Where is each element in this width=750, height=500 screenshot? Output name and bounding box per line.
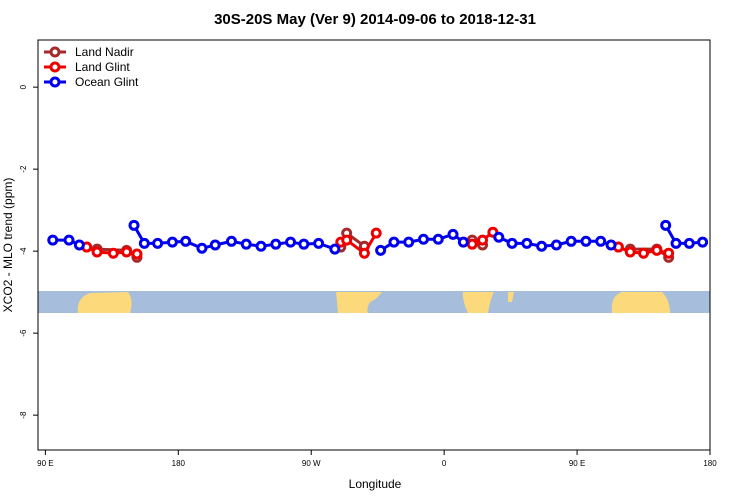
data-point	[388, 236, 400, 248]
x-tick-label: 0	[442, 459, 447, 468]
data-point	[565, 235, 577, 247]
data-point	[417, 233, 429, 245]
data-point	[240, 238, 252, 250]
data-point	[506, 237, 518, 249]
x-tick-label: 90 W	[302, 459, 321, 468]
data-point	[209, 239, 221, 251]
data-point	[670, 237, 682, 249]
data-point	[73, 239, 85, 251]
data-point	[457, 236, 469, 248]
x-axis-label: Longitude	[349, 477, 402, 491]
data-point	[131, 248, 143, 260]
data-point	[521, 237, 533, 249]
data-point	[270, 238, 282, 250]
x-tick-label: 90 E	[569, 459, 585, 468]
data-point	[313, 237, 325, 249]
plot-frame	[37, 39, 711, 451]
data-point	[447, 228, 459, 240]
data-point	[107, 247, 119, 259]
data-point	[624, 246, 636, 258]
data-point	[697, 236, 709, 248]
data-point	[595, 235, 607, 247]
y-tick-label: -4	[19, 247, 28, 255]
y-tick-label: -8	[19, 411, 28, 419]
data-point	[605, 239, 617, 251]
data-point	[432, 233, 444, 245]
legend-marker	[49, 46, 61, 58]
x-tick-label: 180	[172, 459, 186, 468]
data-point	[536, 240, 548, 252]
data-point	[638, 247, 650, 259]
legend-marker	[49, 76, 61, 88]
data-point	[47, 234, 59, 246]
data-point	[375, 244, 387, 256]
data-point	[493, 231, 505, 243]
data-point	[358, 247, 370, 259]
data-point	[403, 236, 415, 248]
data-point	[580, 235, 592, 247]
y-tick-label: -2	[19, 165, 28, 173]
data-point	[128, 219, 140, 231]
x-tick-label: 180	[703, 459, 717, 468]
data-point	[477, 234, 489, 246]
chart-title: 30S-20S May (Ver 9) 2014-09-06 to 2018-1…	[214, 11, 536, 28]
data-point	[138, 237, 150, 249]
y-tick-label: -6	[19, 329, 28, 337]
legend-marker	[49, 61, 61, 73]
data-point	[121, 246, 133, 258]
data-point	[225, 235, 237, 247]
data-point	[466, 238, 478, 250]
data-point	[341, 234, 353, 246]
data-point	[660, 219, 672, 231]
y-tick-label: 0	[19, 84, 28, 89]
data-point	[370, 227, 382, 239]
data-point	[166, 236, 178, 248]
map-strip	[38, 291, 710, 313]
data-point	[196, 242, 208, 254]
legend-label: Land Nadir	[75, 45, 134, 59]
data-point	[180, 235, 192, 247]
legend-label: Ocean Glint	[75, 75, 139, 89]
data-point	[91, 246, 103, 258]
legend-label: Land Glint	[75, 60, 130, 74]
data-point	[683, 237, 695, 249]
data-point	[329, 243, 341, 255]
data-point	[550, 239, 562, 251]
y-axis-label: XCO2 - MLO trend (ppm)	[1, 178, 15, 313]
data-point	[255, 240, 267, 252]
data-point	[651, 244, 663, 256]
data-point	[285, 236, 297, 248]
data-point	[298, 238, 310, 250]
x-tick-label: 90 E	[37, 459, 53, 468]
data-point	[663, 247, 675, 259]
data-point	[152, 237, 164, 249]
data-point	[63, 234, 75, 246]
